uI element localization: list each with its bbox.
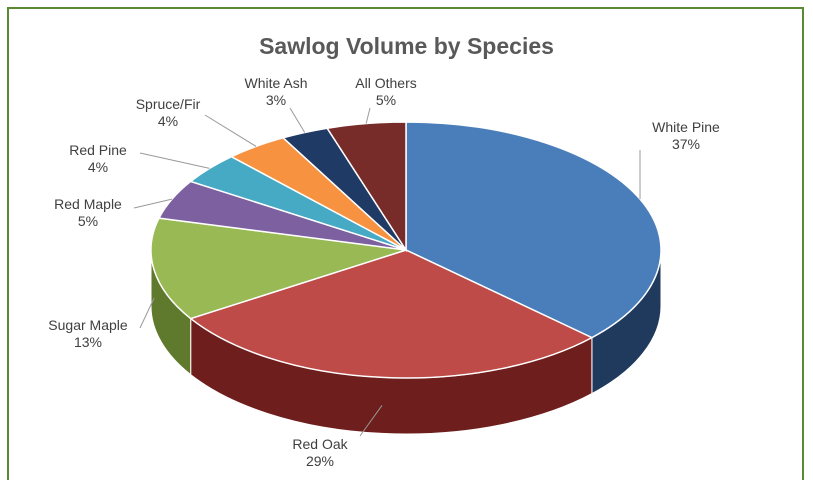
leader-line-red-maple [133,198,173,209]
slice-name: Red Oak [292,436,348,452]
slice-percent: 29% [306,453,334,469]
data-label-red-maple: Red Maple 5% [54,196,122,229]
slice-percent: 5% [78,213,98,229]
data-label-red-oak: Red Oak 29% [292,436,348,469]
leader-line-spruce-fir [204,114,257,147]
slice-percent: 4% [88,159,108,175]
pie-top [150,121,662,379]
data-label-white-ash: White Ash 3% [244,75,307,108]
slice-name: White Pine [652,119,720,135]
slice-percent: 4% [158,113,178,129]
chart-title: Sawlog Volume by Species [259,33,554,59]
data-label-spruce-fir: Spruce/Fir 4% [136,96,201,129]
data-label-all-others: All Others 5% [355,75,416,108]
data-labels: White Pine 37% Red Oak 29% Sugar Maple 13% Red… [48,75,720,469]
slice-red-oak [189,249,594,379]
data-label-red-pine: Red Pine 4% [69,142,127,175]
data-label-sugar-maple: Sugar Maple 13% [48,317,128,350]
slice-name: Red Pine [69,142,127,158]
slice-percent: 5% [376,92,396,108]
data-label-white-pine: White Pine 37% [652,119,720,152]
leader-line-white-ash [289,107,306,133]
slice-name: Red Maple [54,196,122,212]
slice-name: White Ash [244,75,307,91]
slice-percent: 3% [266,92,286,108]
slice-all-others [325,121,407,253]
slice-name: Spruce/Fir [136,96,201,112]
slice-percent: 13% [74,334,102,350]
leader-line-red-oak [359,405,383,437]
slice-percent: 37% [672,136,700,152]
slice-name: All Others [355,75,416,91]
leader-line-sugar-maple [139,297,155,329]
slice-name: Sugar Maple [48,317,128,333]
leader-line-all-others [365,107,371,124]
slice-sugar-maple [150,217,407,320]
leader-line-red-pine [139,152,210,169]
slice-white-pine [405,121,662,339]
